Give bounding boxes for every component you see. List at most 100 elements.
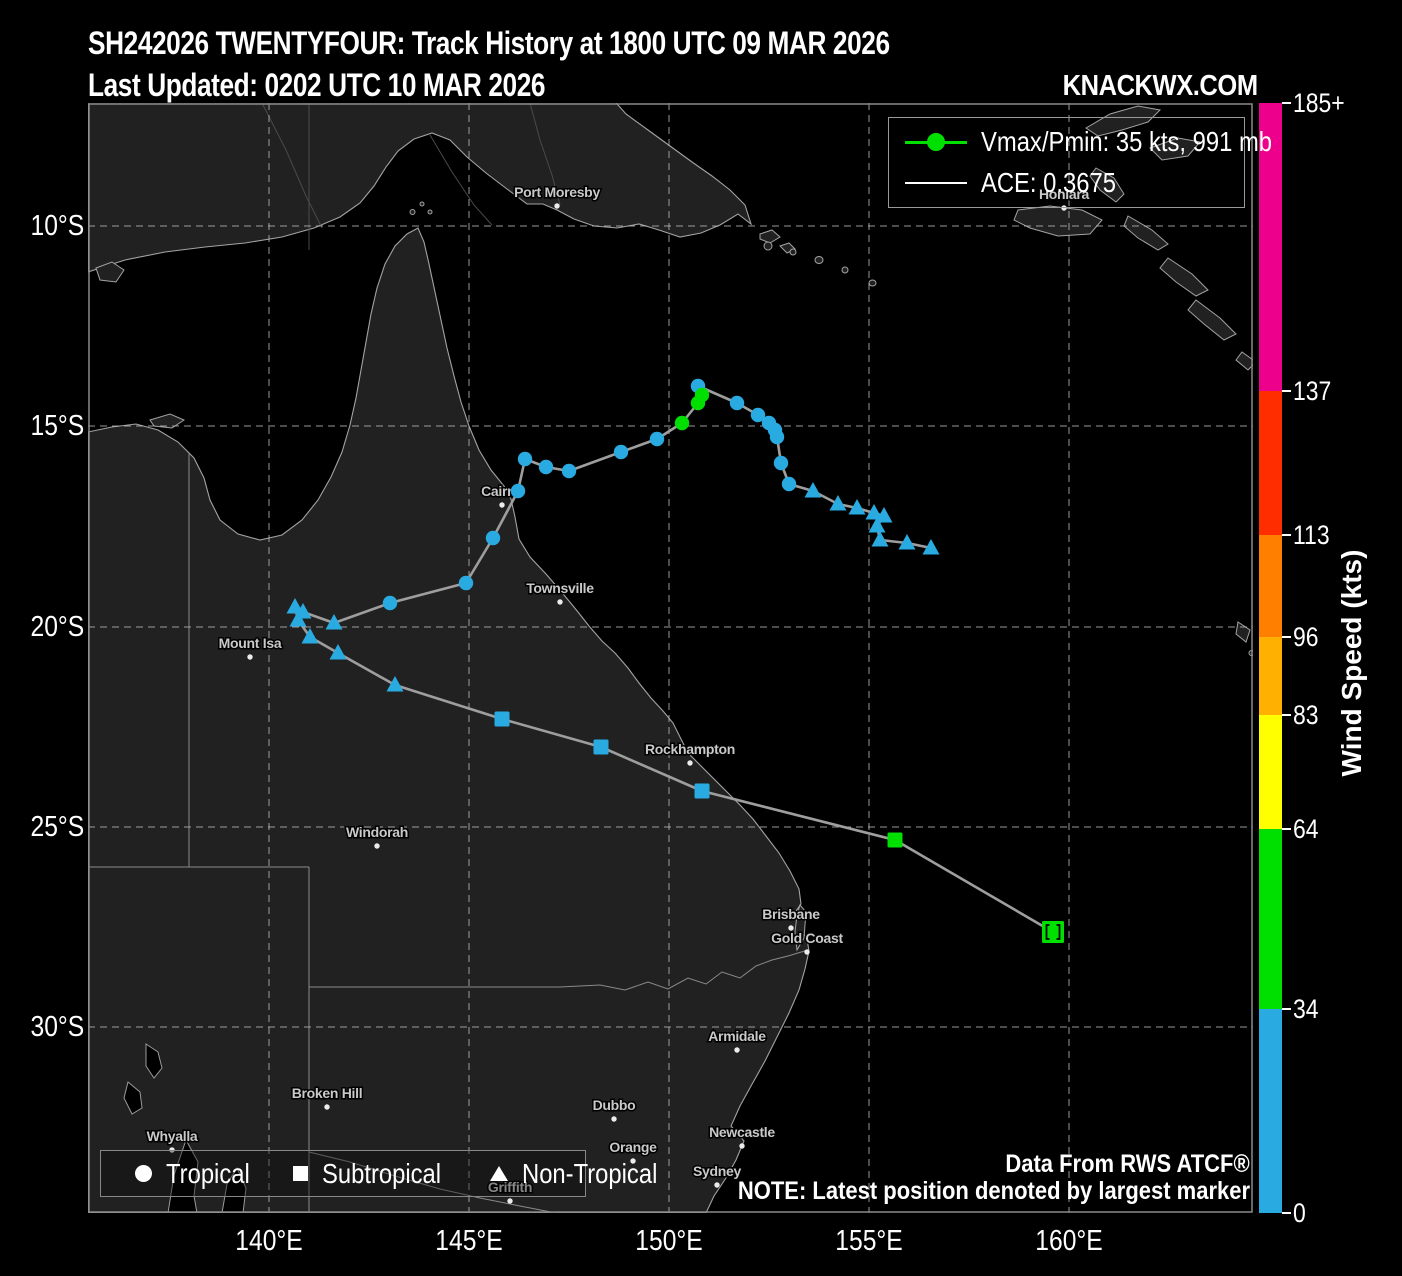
track-point-triangle [898,534,916,550]
colorbar-tick-mark [1282,390,1291,392]
island [1187,299,1237,341]
colorbar-tick-label: 34 [1293,994,1319,1024]
colorbar-segment [1259,103,1282,391]
track-point-triangle [289,611,307,627]
track-point-triangle [922,539,940,555]
colorbar-segment [1259,637,1282,715]
track-point-circle [761,415,777,431]
water-body [123,1081,143,1115]
city-dot [687,760,693,766]
state-border-line [309,949,809,991]
city-label: Armidale [708,1028,766,1044]
island [409,209,416,215]
marker-legend-label: Tropical [166,1157,250,1189]
city-dot [630,1158,636,1164]
province-border [529,103,561,206]
track-point-triangle [865,504,883,520]
city-dot [374,843,380,849]
track-point-triangle [848,499,866,515]
track-point-circle [729,395,745,411]
state-borders [88,103,809,1213]
vmax-legend-row: Vmax/Pmin: 35 kts, 991 mb [905,124,1272,160]
island [1085,105,1162,137]
island [1013,205,1103,237]
city-dot [714,1182,720,1188]
colorbar-tick-mark [1282,828,1291,830]
city-dot [611,1116,617,1122]
track-point-square-latest [1042,921,1064,943]
city-label: Whyalla [147,1128,198,1144]
marker-shape-legend: Tropical Subtropical Non-Tropical [100,1150,657,1197]
city-label: Mount Isa [219,635,282,651]
track-point-triangle [829,495,847,511]
colorbar-tick-mark [1282,636,1291,638]
water-body [221,1166,247,1213]
colorbar-segment [1259,829,1282,1009]
island [1235,351,1253,371]
vmax-marker-icon [905,132,967,151]
city-label: Griffith [488,1179,532,1195]
colorbar-tick-mark [1282,102,1291,104]
latest-position-note: NOTE: Latest position denoted by largest… [737,1177,1250,1205]
ace-line-icon [905,174,967,192]
track-point-circle [458,575,474,591]
city-label: Honiara [1039,186,1090,202]
island [794,903,807,952]
colorbar-tick-label: 185+ [1293,88,1345,118]
island [1123,215,1169,251]
landmass [88,103,753,273]
marker-legend-item-tropical: Tropical [135,1158,265,1190]
lat-tick-label: 10°S [30,210,84,242]
track-point-circle [690,395,706,411]
colorbar-tick-label: 137 [1293,376,1332,406]
city-label: Brisbane [762,906,820,922]
island [868,279,877,287]
lon-tick-label: 160°E [1035,1225,1103,1257]
island [1159,257,1209,297]
intensity-legend-box: Vmax/Pmin: 35 kts, 991 mb ACE: 0.3675 [888,117,1272,208]
ace-label: ACE: 0.3675 [981,167,1116,199]
colorbar-segment [1259,535,1282,637]
state-border-line [308,1151,557,1213]
lat-tick-label: 25°S [30,811,84,843]
city-label: Orange [609,1139,657,1155]
island [427,209,433,215]
track-point-circle [538,459,554,475]
track-point-triangle [386,676,404,692]
gulfs-and-lakes [123,1043,247,1213]
landmass [88,227,810,1213]
colorbar-tick-label: 0 [1293,1198,1306,1228]
triangle-icon [489,1166,508,1181]
track-point-circle [674,415,690,431]
latest-marker-bracket-right [1056,924,1061,940]
city-label: Windorah [346,824,408,840]
track-point-circle [781,476,797,492]
ace-legend-row: ACE: 0.3675 [905,165,1244,201]
track-point-square [694,783,710,799]
lon-tick-label: 140°E [235,1225,303,1257]
wind-speed-colorbar [1259,103,1282,1213]
colorbar-title: Wind Speed (kts) [1336,549,1367,777]
track-point-square [593,739,609,755]
colorbar-tick-label: 113 [1293,520,1330,550]
lat-tick-label: 15°S [30,410,84,442]
city-label: Rockhampton [645,741,735,757]
landmasses [88,103,1253,1213]
city-dot [554,203,560,209]
island [1235,621,1251,643]
marker-legend-item-non-tropical: Non-Tropical [489,1158,681,1190]
track-point-circle [485,530,501,546]
track-point-circle [382,595,398,611]
city-dot [247,654,253,660]
track-point-circle [561,463,577,479]
island [759,229,781,244]
colorbar-segment [1259,391,1282,535]
lat-tick-label: 30°S [30,1011,84,1043]
city-label: Sydney [693,1163,742,1179]
marker-legend-label: Subtropical [321,1157,441,1189]
circle-icon [135,1165,152,1182]
island [763,241,773,251]
track-point-triangle [301,628,319,644]
lon-tick-label: 145°E [435,1225,503,1257]
track-point-circle [510,483,526,499]
